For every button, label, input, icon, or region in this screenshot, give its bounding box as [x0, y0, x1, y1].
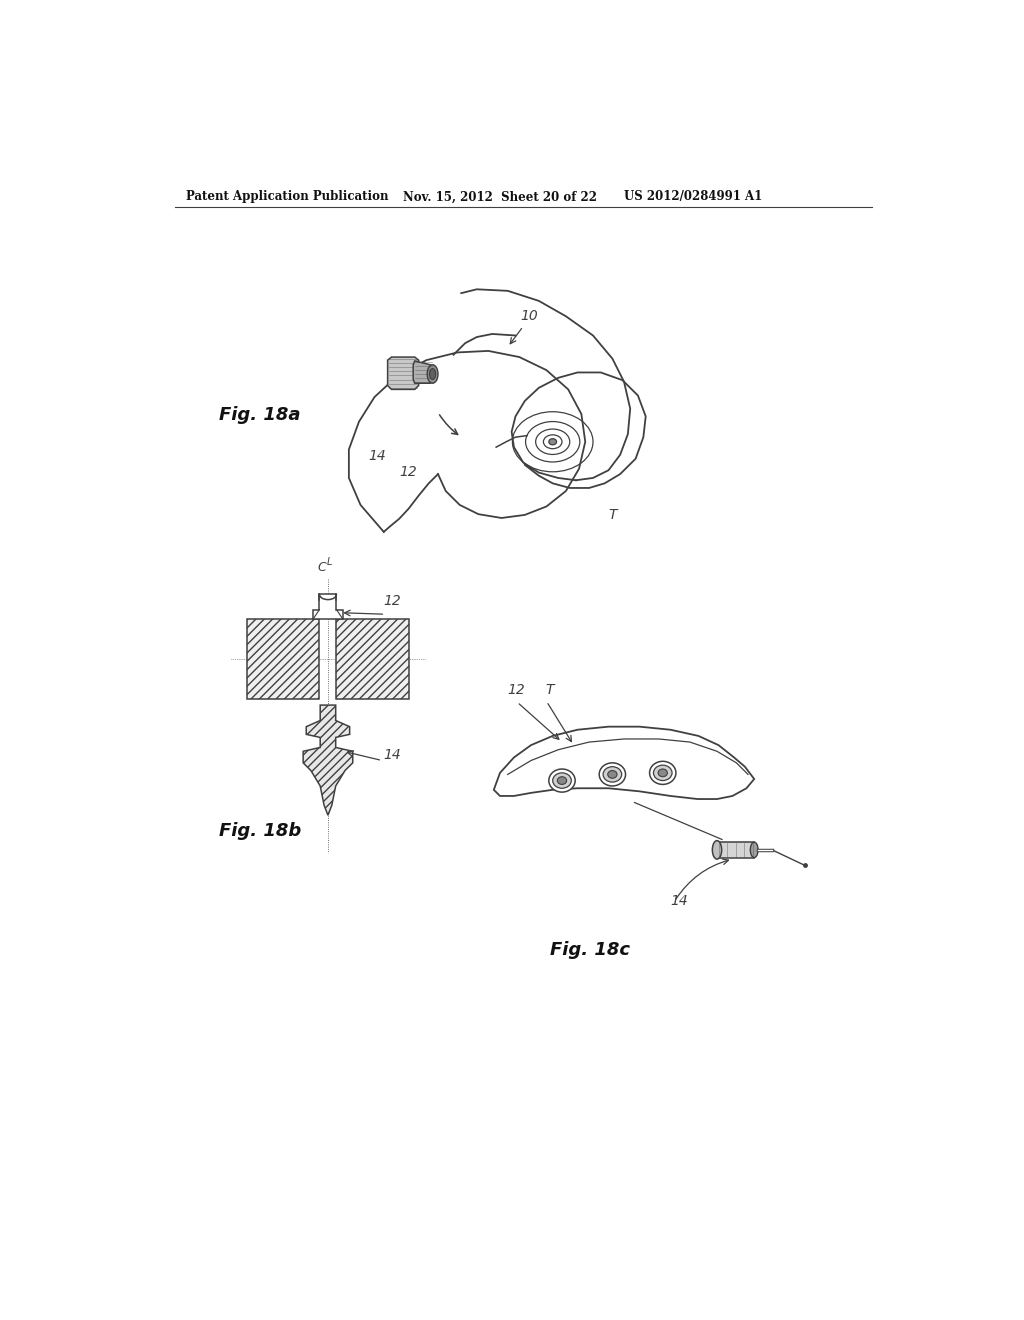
- Text: 10: 10: [520, 309, 539, 323]
- Text: T: T: [608, 508, 617, 521]
- Text: Fig. 18a: Fig. 18a: [219, 407, 301, 424]
- Ellipse shape: [599, 763, 626, 785]
- Ellipse shape: [553, 774, 571, 788]
- Text: 14: 14: [369, 449, 386, 463]
- Ellipse shape: [557, 776, 566, 784]
- Ellipse shape: [653, 766, 672, 780]
- Text: Patent Application Publication: Patent Application Publication: [186, 190, 389, 203]
- Ellipse shape: [549, 438, 557, 445]
- Polygon shape: [313, 594, 343, 619]
- Ellipse shape: [713, 841, 722, 859]
- Polygon shape: [303, 705, 352, 816]
- Text: Fig. 18c: Fig. 18c: [550, 941, 631, 960]
- Polygon shape: [388, 358, 419, 389]
- Text: 14: 14: [384, 748, 401, 762]
- Ellipse shape: [549, 770, 575, 792]
- Ellipse shape: [607, 771, 617, 779]
- Polygon shape: [494, 726, 755, 799]
- Text: 12: 12: [384, 594, 401, 609]
- Ellipse shape: [658, 770, 668, 776]
- Text: T: T: [545, 682, 553, 697]
- Text: Fig. 18b: Fig. 18b: [219, 822, 302, 840]
- Ellipse shape: [429, 368, 435, 379]
- Text: L: L: [327, 557, 332, 568]
- Ellipse shape: [603, 767, 622, 781]
- Polygon shape: [247, 619, 319, 700]
- Ellipse shape: [649, 762, 676, 784]
- Text: 12: 12: [399, 465, 417, 479]
- Text: 14: 14: [671, 895, 688, 908]
- Text: C: C: [317, 561, 326, 574]
- Text: 12: 12: [508, 682, 525, 697]
- Polygon shape: [337, 619, 410, 700]
- Polygon shape: [414, 360, 432, 383]
- Ellipse shape: [427, 364, 438, 383]
- Text: US 2012/0284991 A1: US 2012/0284991 A1: [624, 190, 762, 203]
- Polygon shape: [717, 842, 755, 858]
- Text: Nov. 15, 2012  Sheet 20 of 22: Nov. 15, 2012 Sheet 20 of 22: [403, 190, 597, 203]
- Ellipse shape: [751, 842, 758, 858]
